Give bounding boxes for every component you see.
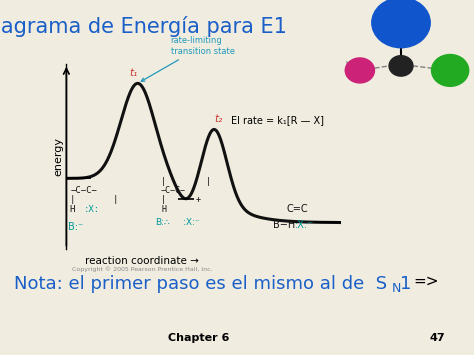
Circle shape	[372, 0, 430, 48]
Circle shape	[389, 56, 413, 76]
Text: :X:⁻: :X:⁻	[183, 218, 200, 226]
Text: 1: 1	[400, 275, 411, 293]
Text: =>: =>	[414, 274, 439, 289]
Text: C=C: C=C	[286, 203, 308, 214]
Text: −C−C−: −C−C−	[71, 186, 97, 195]
Text: H: H	[161, 204, 166, 214]
Text: H: H	[71, 204, 92, 214]
Text: :X:: :X:	[84, 204, 100, 214]
Text: Chapter 6: Chapter 6	[168, 333, 230, 343]
Y-axis label: energy: energy	[54, 137, 64, 176]
Text: B:∴: B:∴	[155, 218, 170, 226]
Text: :X:⁻: :X:⁻	[294, 220, 313, 230]
Text: reaction coordinate →: reaction coordinate →	[85, 256, 199, 267]
Text: O: O	[356, 66, 364, 75]
Text: t₁: t₁	[129, 68, 137, 78]
Text: B−H: B−H	[273, 220, 295, 230]
Text: CH₃: CH₃	[392, 18, 410, 27]
Text: δ-: δ-	[352, 77, 357, 82]
Text: −C−C−: −C−C−	[161, 186, 186, 195]
Circle shape	[345, 58, 374, 83]
Text: Nota: el primer paso es el mismo al de  S: Nota: el primer paso es el mismo al de S	[14, 275, 387, 293]
Circle shape	[431, 55, 469, 86]
Text: N: N	[392, 282, 401, 295]
Text: |        |: | |	[161, 177, 211, 186]
Text: El rate = k₁[R — X]: El rate = k₁[R — X]	[231, 115, 324, 125]
Text: Cl: Cl	[446, 66, 454, 75]
Text: Copyright © 2005 Pearson Prentice Hall, Inc.: Copyright © 2005 Pearson Prentice Hall, …	[72, 266, 212, 272]
Text: t₂: t₂	[214, 114, 222, 124]
Text: |       |: | |	[71, 195, 119, 204]
Text: 47: 47	[430, 333, 446, 343]
Text: B:⁻: B:⁻	[68, 222, 83, 232]
Text: |      +: | +	[161, 195, 201, 204]
Text: Diagrama de Energía para E1: Diagrama de Energía para E1	[0, 16, 287, 37]
Text: δ-: δ-	[455, 77, 461, 82]
Text: rate-limiting
transition state: rate-limiting transition state	[141, 36, 235, 81]
Text: H: H	[346, 61, 350, 66]
